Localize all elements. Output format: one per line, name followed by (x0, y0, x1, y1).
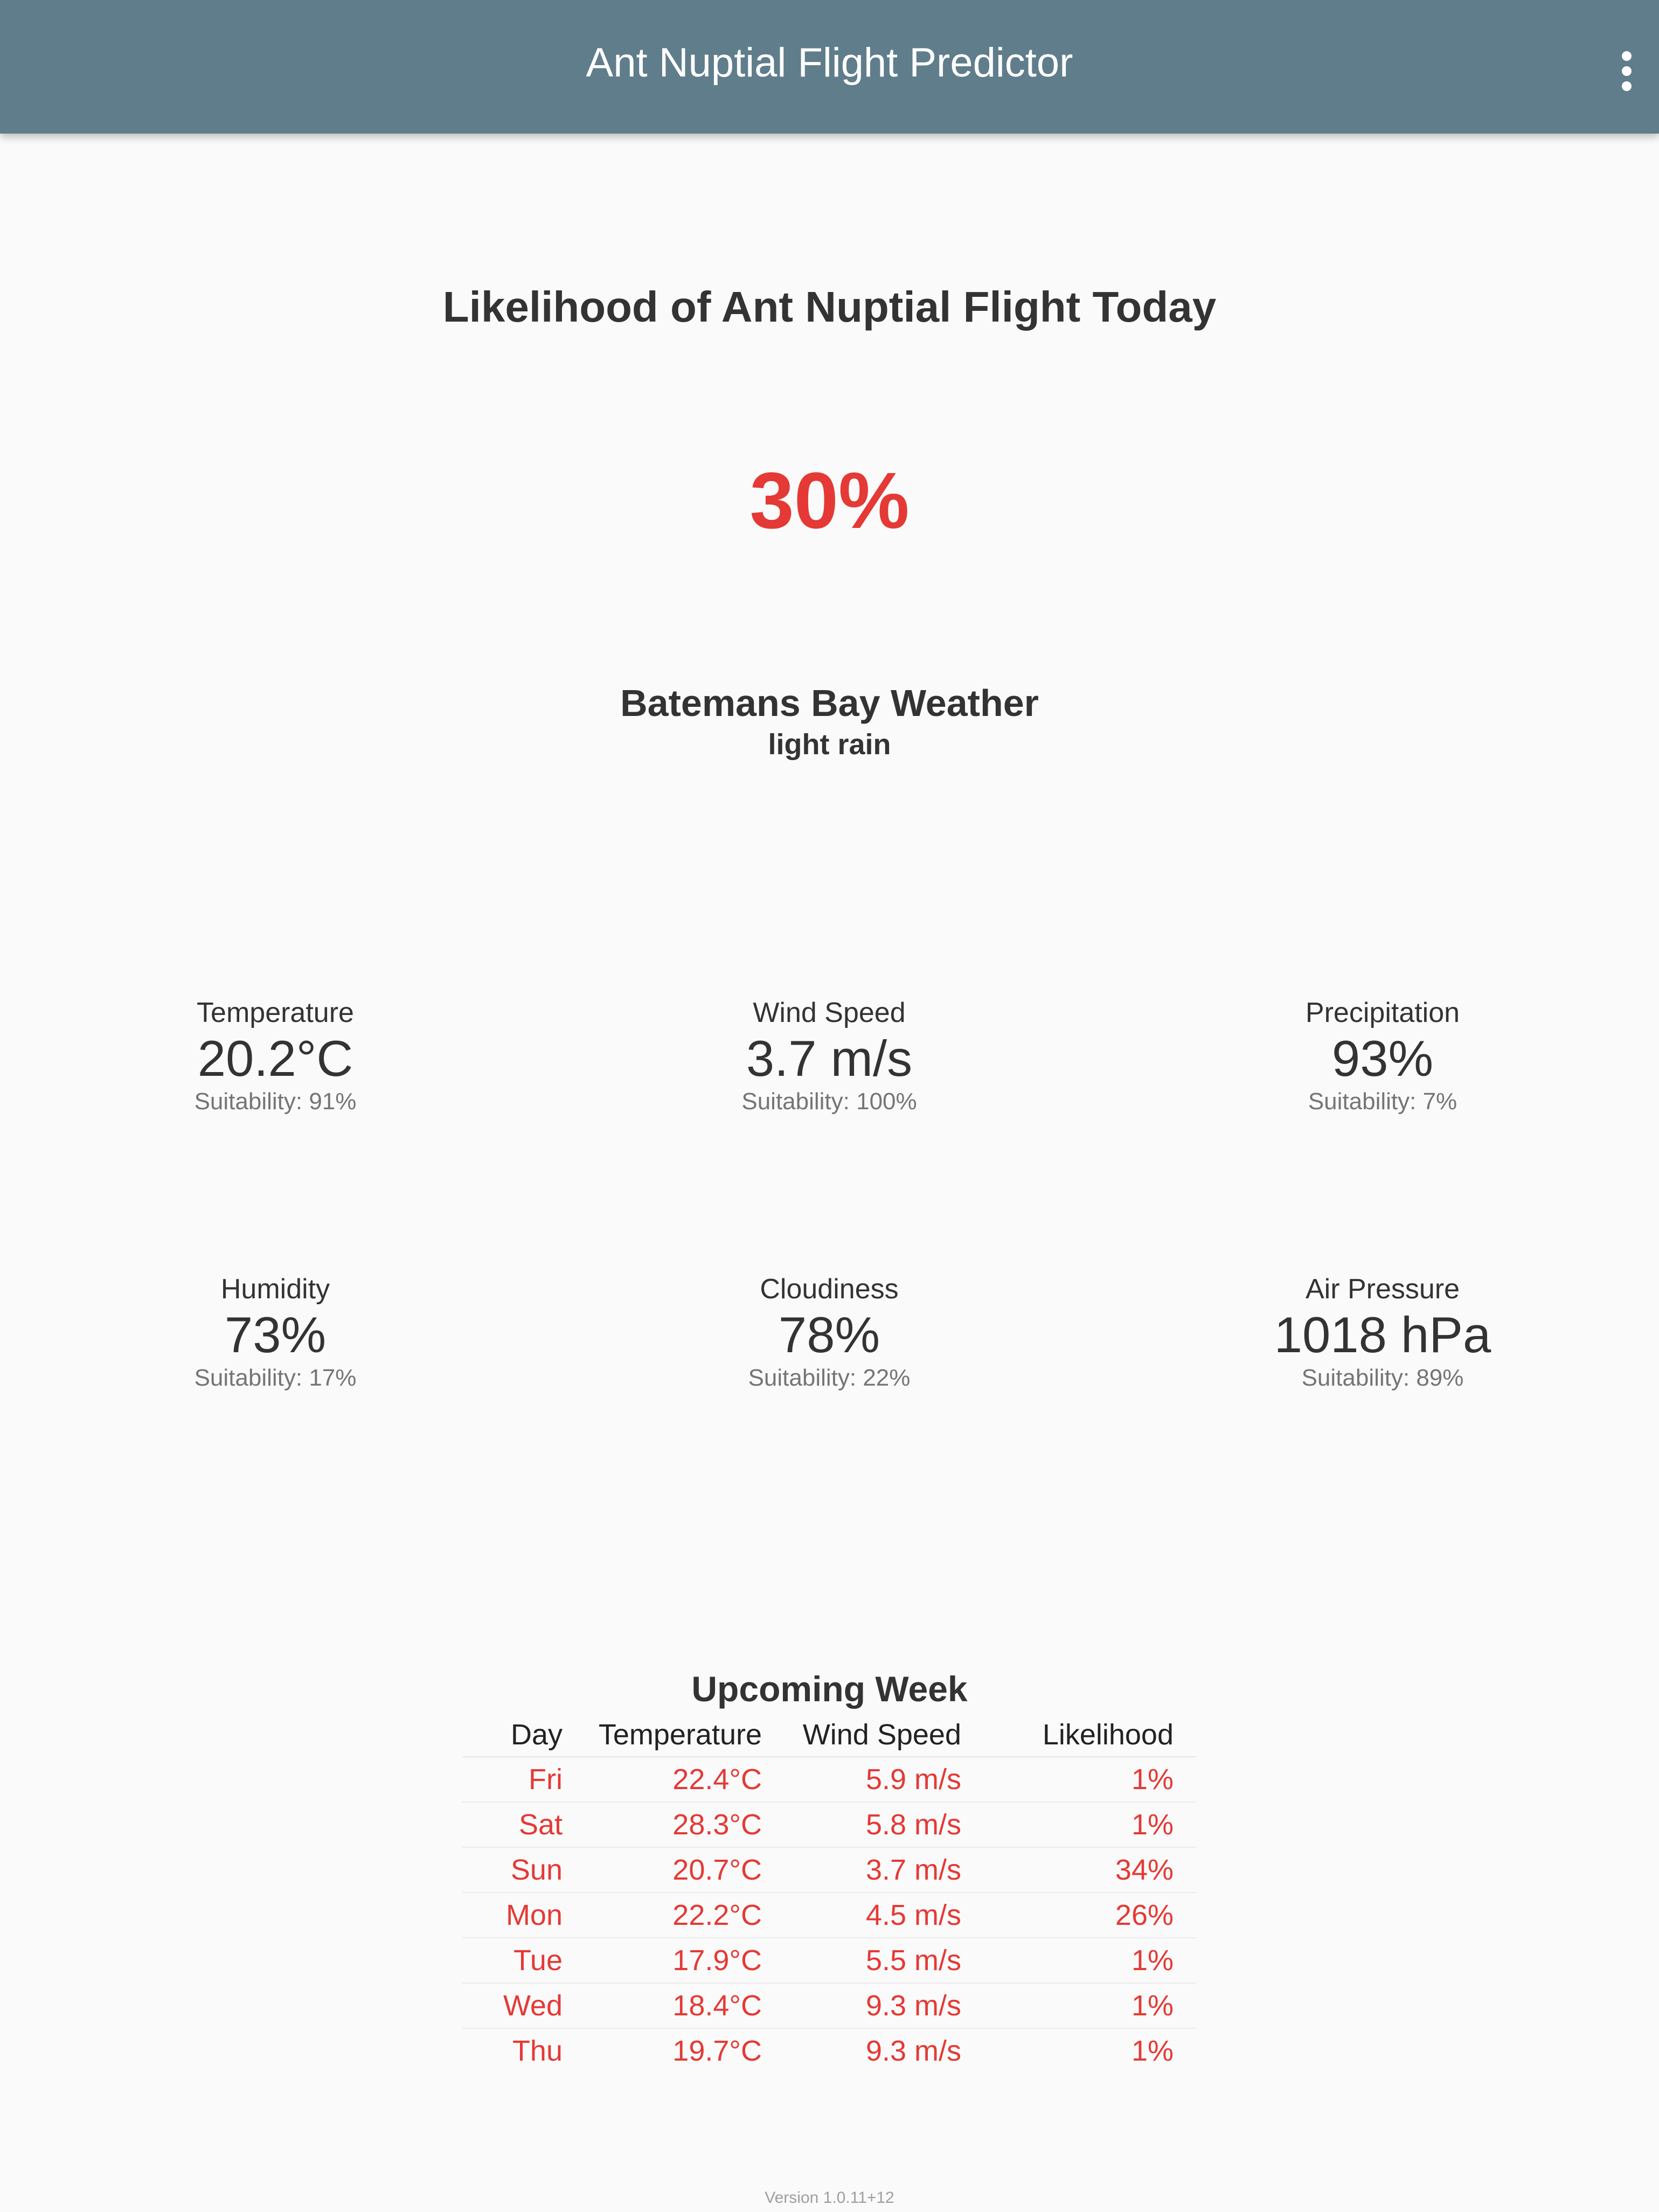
cell-likelihood: 1% (1131, 2035, 1174, 2067)
table-row: Sun 20.7°C 3.7 m/s 34% (462, 1847, 1196, 1893)
column-header-wind-speed: Wind Speed (785, 1713, 984, 1757)
upcoming-week-table: Day Temperature Wind Speed Likelihood Fr… (462, 1713, 1196, 2073)
metric-air-pressure: Air Pressure 1018 hPa Suitability: 89% (1167, 1270, 1598, 1394)
cell-wind-speed: 3.7 m/s (785, 1847, 984, 1893)
cell-day: Sat (462, 1802, 585, 1848)
metric-label: Air Pressure (1305, 1274, 1460, 1305)
metric-suitability: Suitability: 22% (748, 1365, 911, 1391)
metric-label: Precipitation (1305, 997, 1460, 1028)
metric-label: Humidity (220, 1274, 330, 1305)
cell-day: Wed (462, 1983, 585, 2029)
app-title: Ant Nuptial Flight Predictor (586, 40, 1073, 86)
cell-day: Thu (512, 2035, 563, 2067)
cell-likelihood: 1% (984, 1938, 1196, 1984)
table-row: Sat 28.3°C 5.8 m/s 1% (462, 1802, 1196, 1848)
cell-day: Tue (462, 1938, 585, 1984)
version-label: Version 1.0.11+12 (765, 2189, 894, 2207)
cell-likelihood: 1% (984, 1983, 1196, 2029)
cell-wind-speed: 5.8 m/s (785, 1802, 984, 1848)
cell-likelihood: 34% (984, 1847, 1196, 1893)
metric-value: 1018 hPa (1274, 1306, 1491, 1363)
metric-suitability: Suitability: 7% (1308, 1088, 1457, 1115)
cell-wind-speed: 5.5 m/s (785, 1938, 984, 1984)
cell-temperature: 18.4°C (585, 1983, 785, 2029)
metric-label: Wind Speed (753, 997, 906, 1028)
today-headline: Likelihood of Ant Nuptial Flight Today (442, 283, 1217, 331)
cell-temperature: 20.7°C (585, 1847, 785, 1893)
metric-suitability: Suitability: 17% (194, 1365, 357, 1391)
cell-temperature: 19.7°C (672, 2035, 762, 2067)
cell-wind-speed: 9.3 m/s (865, 2035, 961, 2067)
table-row: Wed 18.4°C 9.3 m/s 1% (462, 1983, 1196, 2029)
metric-cloudiness: Cloudiness 78% Suitability: 22% (614, 1270, 1045, 1394)
cell-likelihood: 1% (984, 1757, 1196, 1803)
table-row: Fri 22.4°C 5.9 m/s 1% (462, 1757, 1196, 1803)
cell-likelihood: 26% (984, 1893, 1196, 1938)
weather-condition: light rain (768, 728, 891, 761)
more-vert-icon-dot (1622, 66, 1632, 76)
metric-humidity: Humidity 73% Suitability: 17% (60, 1270, 491, 1394)
table-row: Tue 17.9°C 5.5 m/s 1% (462, 1938, 1196, 1984)
metric-suitability: Suitability: 91% (194, 1088, 357, 1115)
column-header-likelihood: Likelihood (984, 1713, 1196, 1757)
metric-temperature: Temperature 20.2°C Suitability: 91% (60, 994, 491, 1118)
app-bar: Ant Nuptial Flight Predictor (0, 0, 1659, 134)
metric-value: 73% (224, 1306, 327, 1363)
metric-value: 78% (778, 1306, 880, 1363)
location-name: Batemans Bay Weather (620, 682, 1039, 724)
metric-value: 20.2°C (197, 1030, 353, 1087)
metric-value: 3.7 m/s (746, 1030, 913, 1087)
more-vert-icon (1622, 51, 1632, 61)
cell-temperature: 22.4°C (585, 1757, 785, 1803)
metric-label: Temperature (197, 997, 354, 1028)
cell-wind-speed: 5.9 m/s (785, 1757, 984, 1803)
metric-precipitation: Precipitation 93% Suitability: 7% (1167, 994, 1598, 1118)
cell-wind-speed: 9.3 m/s (785, 1983, 984, 2029)
metric-value: 93% (1331, 1030, 1434, 1087)
metric-label: Cloudiness (760, 1274, 899, 1305)
table-header-row: Day Temperature Wind Speed Likelihood (462, 1713, 1196, 1757)
today-likelihood: 30% (749, 456, 910, 545)
cell-wind-speed: 4.5 m/s (785, 1893, 984, 1938)
table-row: Mon 22.2°C 4.5 m/s 26% (462, 1893, 1196, 1938)
column-header-temperature: Temperature (585, 1713, 785, 1757)
column-header-day: Day (462, 1713, 585, 1757)
upcoming-week-title: Upcoming Week (691, 1669, 968, 1709)
more-vert-icon-dot (1622, 81, 1632, 91)
more-options-button[interactable] (1601, 45, 1653, 97)
cell-day: Sun (462, 1847, 585, 1893)
cell-temperature: 28.3°C (585, 1802, 785, 1848)
metric-suitability: Suitability: 100% (741, 1088, 917, 1115)
cell-temperature: 17.9°C (585, 1938, 785, 1984)
cell-likelihood: 1% (984, 1802, 1196, 1848)
cell-day: Fri (462, 1757, 585, 1803)
metric-suitability: Suitability: 89% (1301, 1365, 1464, 1391)
cell-temperature: 22.2°C (585, 1893, 785, 1938)
cell-day: Mon (462, 1893, 585, 1938)
metric-wind-speed: Wind Speed 3.7 m/s Suitability: 100% (614, 994, 1045, 1118)
table-row: Thu 19.7°C 9.3 m/s 1% (462, 2028, 1196, 2073)
